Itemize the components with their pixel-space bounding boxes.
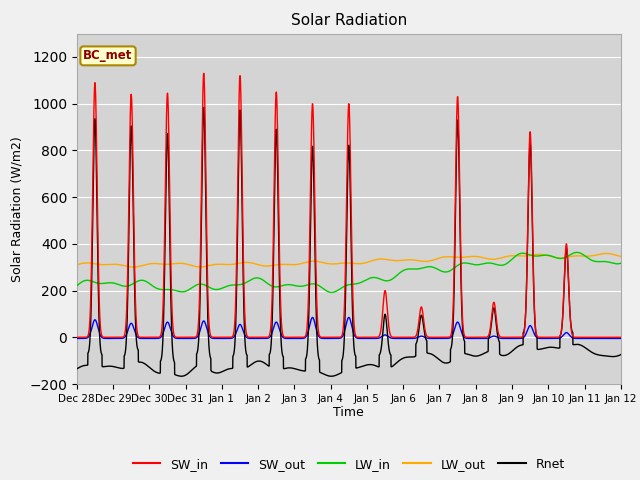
LW_out (502, 254, 509, 260)
Rnet (617, 352, 625, 358)
SW_out (441, 336, 449, 341)
SW_in (200, 71, 207, 76)
SW_in (73, 335, 81, 340)
SW_in (471, 335, 479, 340)
Rnet (471, 353, 479, 359)
LW_in (573, 250, 581, 255)
LW_out (329, 261, 337, 267)
SW_out (308, 314, 316, 320)
Rnet (329, 373, 337, 379)
LW_out (616, 253, 624, 259)
Title: Solar Radiation: Solar Radiation (291, 13, 407, 28)
LW_out (617, 253, 625, 259)
Rnet (616, 352, 624, 358)
Line: LW_in: LW_in (77, 252, 621, 292)
Line: SW_out: SW_out (77, 317, 621, 338)
SW_out (588, 336, 596, 341)
Legend: SW_in, SW_out, LW_in, LW_out, Rnet: SW_in, SW_out, LW_in, LW_out, Rnet (127, 453, 570, 476)
LW_in (73, 283, 81, 289)
Rnet (73, 366, 81, 372)
LW_out (441, 254, 449, 260)
Line: SW_in: SW_in (77, 73, 621, 337)
LW_in (328, 289, 335, 295)
SW_out (329, 336, 337, 341)
SW_out (502, 336, 509, 341)
LW_out (602, 251, 610, 256)
LW_in (616, 261, 624, 266)
LW_in (502, 261, 509, 267)
Rnet (502, 352, 509, 358)
SW_out (171, 335, 179, 340)
LW_out (73, 262, 81, 268)
SW_out (616, 336, 624, 341)
X-axis label: Time: Time (333, 407, 364, 420)
Rnet (200, 105, 207, 110)
SW_in (617, 335, 625, 340)
SW_in (441, 335, 449, 340)
LW_in (329, 289, 337, 295)
LW_out (129, 264, 137, 270)
LW_in (171, 288, 179, 293)
LW_in (441, 269, 449, 275)
Rnet (441, 360, 449, 366)
Rnet (328, 373, 335, 379)
SW_out (73, 336, 81, 341)
Line: Rnet: Rnet (77, 108, 621, 376)
Text: BC_met: BC_met (83, 49, 132, 62)
SW_in (329, 335, 337, 340)
SW_out (617, 336, 625, 341)
LW_out (171, 261, 179, 266)
SW_in (616, 335, 624, 340)
LW_in (617, 260, 625, 266)
Y-axis label: Solar Radiation (W/m2): Solar Radiation (W/m2) (11, 136, 24, 282)
LW_out (471, 253, 479, 259)
SW_in (171, 333, 179, 339)
SW_out (471, 336, 479, 341)
LW_in (471, 262, 479, 267)
SW_in (502, 335, 509, 340)
Rnet (171, 360, 179, 365)
Line: LW_out: LW_out (77, 253, 621, 267)
